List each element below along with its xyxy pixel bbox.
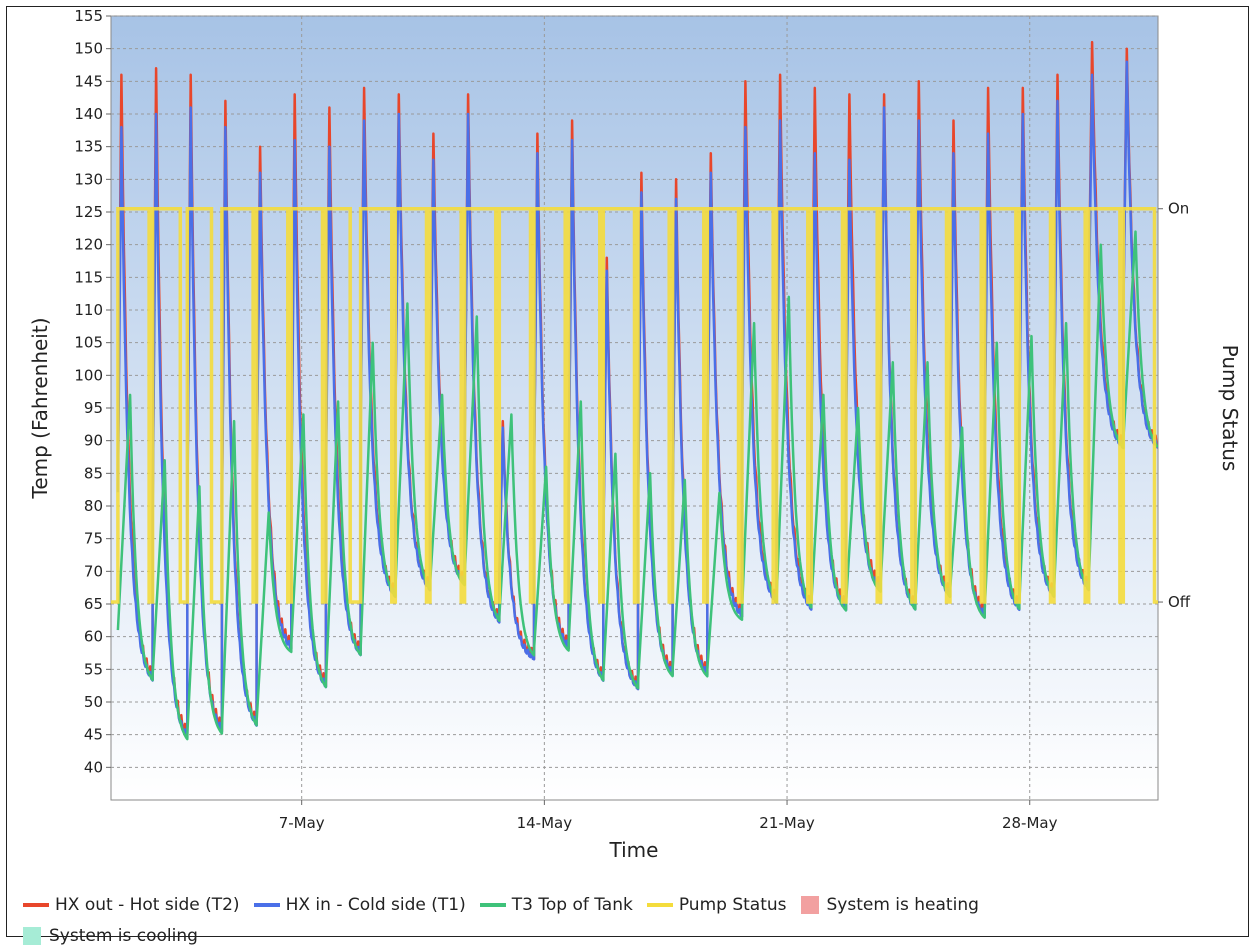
- legend-label-t1: HX in - Cold side (T1): [285, 894, 466, 915]
- y-tick-label: 135: [74, 138, 103, 156]
- y-tick-label: 125: [74, 203, 103, 221]
- y-tick-label: 80: [84, 497, 103, 515]
- y-tick-label: 90: [84, 432, 103, 450]
- y-tick-label: 95: [84, 399, 103, 417]
- x-tick-label: 21-May: [759, 814, 815, 832]
- legend-item-t2[interactable]: HX out - Hot side (T2): [23, 895, 240, 915]
- y-tick-label: 70: [84, 562, 103, 580]
- y-tick-label: 75: [84, 530, 103, 548]
- legend-label-t3: T3 Top of Tank: [511, 894, 633, 915]
- x-axis-title: Time: [609, 838, 659, 862]
- y2-axis-title: Pump Status: [1218, 345, 1242, 472]
- legend-item-pump[interactable]: Pump Status: [646, 894, 787, 915]
- legend-swatch-pump: [646, 902, 673, 907]
- y-tick-label: 85: [84, 464, 103, 482]
- y-tick-label: 40: [84, 758, 103, 776]
- y-tick-label: 110: [74, 301, 103, 319]
- series-t3-line: [116, 230, 1158, 741]
- chart-frame: 40 45 50 55 60 65 70 75 80 85 90 95 100 105 110 115 120 1…: [6, 6, 1249, 946]
- y-tick-label: 155: [74, 7, 103, 25]
- y-tick-label: 100: [74, 366, 103, 384]
- legend-item-heating[interactable]: System is heating: [800, 894, 979, 915]
- legend-row-1: HX out - Hot side (T2) HX in - Cold side…: [23, 889, 1223, 920]
- axes: 40 45 50 55 60 65 70 75 80 85 90 95 100 105 110 115 120 1…: [74, 7, 1190, 832]
- y-tick-label: 130: [74, 170, 103, 188]
- y-tick-label: 65: [84, 595, 103, 613]
- y-tick-label: 55: [84, 660, 103, 678]
- x-tick-label: 28-May: [1002, 814, 1058, 832]
- legend-label-pump: Pump Status: [678, 894, 787, 915]
- legend-swatch-t3: [479, 902, 506, 907]
- legend-label-heating: System is heating: [826, 894, 979, 915]
- x-tick-label: 14-May: [517, 814, 573, 832]
- chart: 40 45 50 55 60 65 70 75 80 85 90 95 100 105 110 115 120 1…: [28, 7, 1242, 862]
- legend-label-cooling: System is cooling: [49, 925, 198, 946]
- y-tick-label: 105: [74, 334, 103, 352]
- x-tick-label: 7-May: [279, 814, 325, 832]
- y-tick-label: 145: [74, 72, 103, 90]
- y-tick-label: 120: [74, 236, 103, 254]
- legend-swatch-heating: [800, 895, 819, 914]
- y-axis-title: Temp (Fahrenheit): [28, 317, 52, 499]
- legend-item-t1[interactable]: HX in - Cold side (T1): [253, 894, 466, 915]
- legend-swatch-t2: [23, 902, 49, 907]
- series-pump-status-line: [111, 206, 1158, 604]
- y-tick-label: 45: [84, 726, 103, 744]
- legend-row-2: System is cooling: [23, 920, 1223, 951]
- legend-swatch-cooling: [23, 926, 41, 945]
- y2-tick-label: Off: [1168, 593, 1191, 611]
- y-tick-label: 50: [84, 693, 103, 711]
- y-tick-label: 150: [74, 40, 103, 58]
- series-layer: [111, 40, 1158, 741]
- legend-swatch-t1: [253, 902, 280, 907]
- legend-item-cooling[interactable]: System is cooling: [23, 926, 198, 946]
- legend-label-t2: HX out - Hot side (T2): [55, 894, 240, 915]
- y-tick-label: 115: [74, 268, 103, 286]
- legend: HX out - Hot side (T2) HX in - Cold side…: [23, 889, 1223, 951]
- legend-item-t3[interactable]: T3 Top of Tank: [479, 894, 633, 915]
- y-tick-label: 140: [74, 105, 103, 123]
- y-tick-label: 60: [84, 628, 103, 646]
- y2-tick-label: On: [1168, 200, 1189, 218]
